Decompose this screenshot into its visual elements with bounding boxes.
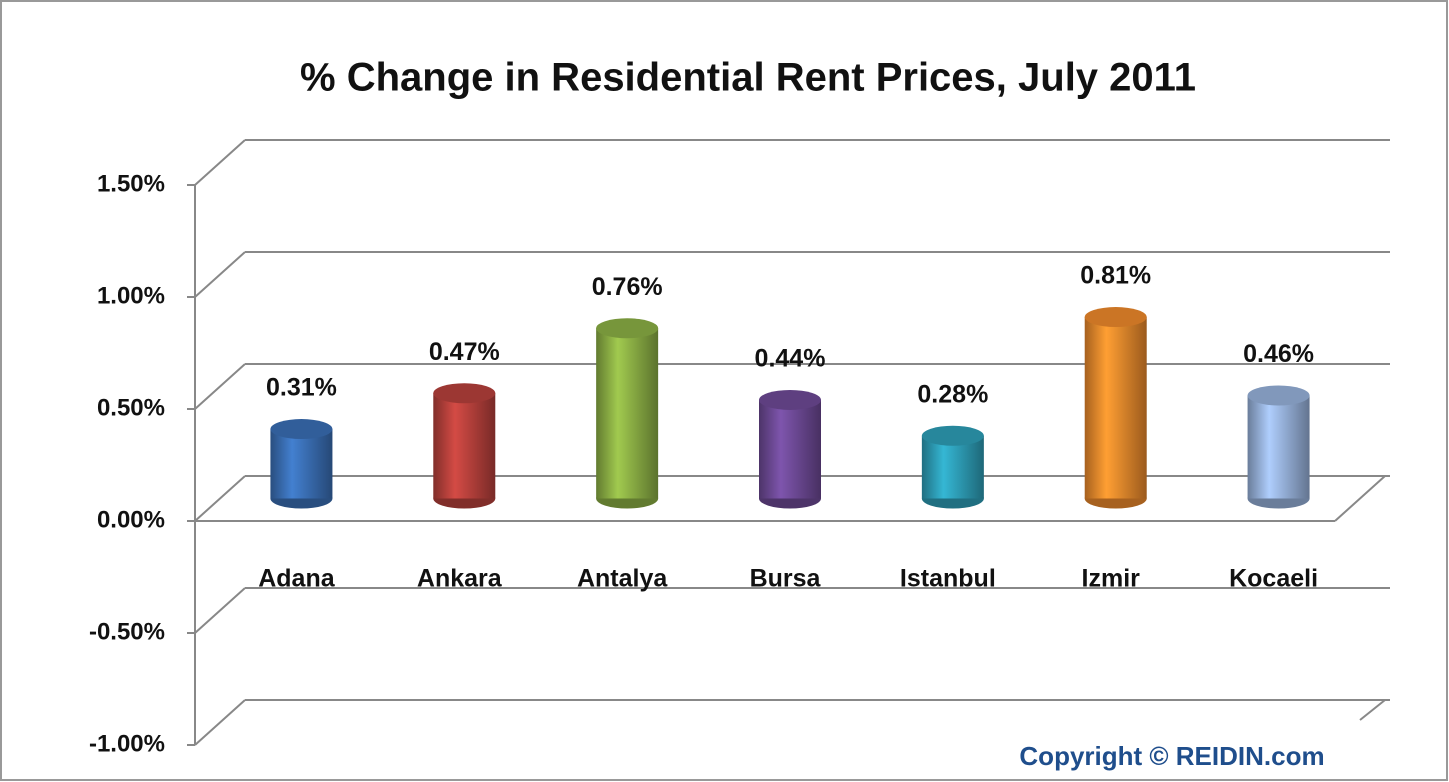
chart-title: % Change in Residential Rent Prices, Jul…	[300, 56, 1196, 100]
bar-top	[433, 383, 496, 404]
annotation: Copyright © REIDIN.com	[1019, 741, 1324, 771]
value-label: 0.76%	[592, 273, 663, 301]
grid-line-side	[194, 475, 246, 522]
grid-line-side	[194, 251, 246, 298]
y-tick-label: 1.50%	[97, 170, 165, 197]
bar-top	[759, 389, 821, 410]
bar-top	[596, 318, 659, 339]
bar	[759, 399, 821, 499]
value-label: 0.46%	[1243, 340, 1314, 368]
y-tick-label: 0.00%	[97, 506, 165, 533]
bar-top	[1247, 385, 1310, 406]
x-tick-label: Kocaeli	[1229, 565, 1318, 593]
x-tick-label: Istanbul	[900, 565, 996, 593]
x-tick-label: Izmir	[1082, 565, 1141, 593]
y-tick-label: 0.50%	[97, 394, 165, 421]
bar	[596, 328, 659, 499]
grid-line-side	[194, 699, 246, 746]
floor-corner	[1359, 699, 1386, 721]
bar	[270, 429, 333, 499]
y-tick-label: -1.00%	[89, 730, 165, 757]
bar-top	[270, 419, 333, 440]
y-tick-label: -0.50%	[89, 618, 165, 645]
y-tick-label: 1.00%	[97, 282, 165, 309]
x-tick-label: Ankara	[417, 565, 503, 593]
grid-line-side	[194, 587, 246, 634]
bar	[433, 393, 496, 499]
value-label: 0.47%	[429, 338, 500, 366]
annotation-bg	[985, 735, 1355, 779]
grid-line-side	[194, 363, 246, 410]
grid-line-side	[194, 139, 246, 186]
value-label: 0.44%	[755, 345, 826, 373]
bar	[1247, 395, 1310, 499]
value-label: 0.31%	[266, 374, 337, 402]
bar	[1084, 317, 1147, 499]
x-axis-side	[1334, 475, 1386, 522]
x-tick-label: Adana	[258, 565, 336, 593]
value-label: 0.28%	[917, 380, 988, 408]
bar-top	[921, 425, 984, 446]
x-tick-label: Antalya	[577, 565, 668, 593]
value-label: 0.81%	[1080, 262, 1151, 290]
bar	[921, 435, 984, 499]
x-tick-label: Bursa	[750, 565, 822, 593]
bar-top	[1084, 307, 1147, 328]
